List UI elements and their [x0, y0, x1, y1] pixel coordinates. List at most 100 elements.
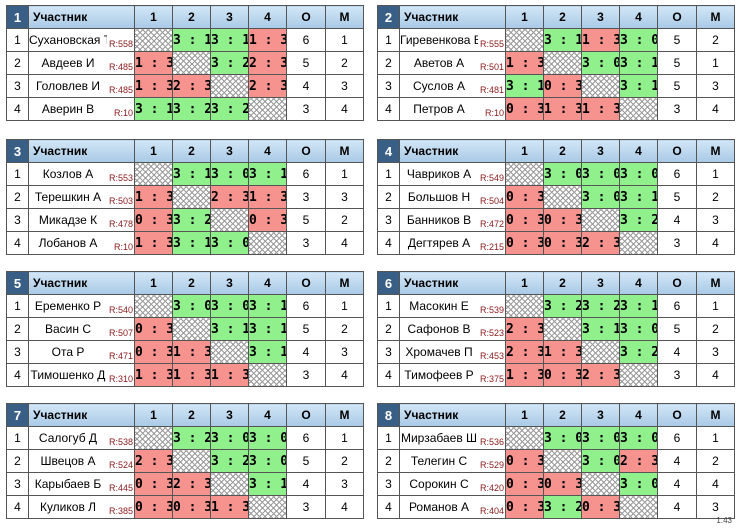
match-score-cell: 1 : 3	[134, 74, 173, 98]
player-cell: Козлов А R:553	[28, 162, 135, 186]
match-score-cell: 1 : 3	[134, 363, 173, 387]
opponent-column-header: 1	[134, 271, 173, 295]
match-score-cell: 3 : 2	[619, 340, 658, 364]
match-score-cell: 0 : 3	[543, 208, 582, 232]
row-number: 1	[6, 28, 29, 52]
player-name: Швецов А	[40, 454, 96, 468]
opponent-column-header: 2	[543, 403, 582, 427]
match-score-cell: 0 : 3	[505, 185, 544, 209]
place-cell: 3	[325, 185, 364, 209]
points-header: О	[286, 403, 326, 427]
match-score-cell: 3 : 0	[210, 426, 249, 450]
self-match-cell	[505, 28, 544, 52]
place-header: М	[325, 403, 364, 427]
match-score-cell: 3 : 0	[210, 162, 249, 186]
player-rating: R:539	[478, 305, 504, 315]
opponent-column-header: 1	[134, 139, 173, 163]
match-score-cell: 3 : 2	[543, 495, 582, 519]
self-match-cell	[134, 426, 173, 450]
row-number: 4	[6, 97, 29, 121]
match-score-cell: 3 : 0	[581, 162, 620, 186]
match-score-cell: 3 : 2	[619, 208, 658, 232]
match-score-cell: 3 : 1	[172, 28, 211, 52]
self-match-cell	[248, 97, 287, 121]
points-cell: 4	[657, 208, 697, 232]
player-rating: R:485	[107, 85, 133, 95]
row-number: 3	[377, 340, 400, 364]
place-cell: 3	[696, 74, 735, 98]
opponent-column-header: 2	[543, 5, 582, 29]
self-match-cell	[619, 97, 658, 121]
player-rating: R:478	[107, 219, 133, 229]
match-score-cell: 2 : 3	[134, 449, 173, 473]
opponent-column-header: 1	[505, 5, 544, 29]
match-score-cell: 3 : 1	[248, 317, 287, 341]
opponent-column-header: 3	[210, 403, 249, 427]
self-match-cell	[134, 28, 173, 52]
player-cell: Телегин С R:529	[399, 449, 506, 473]
row-number: 3	[6, 208, 29, 232]
match-score-cell: 1 : 3	[543, 97, 582, 121]
player-cell: Карыбаев Б R:445	[28, 472, 135, 496]
player-rating: R:10	[112, 108, 133, 118]
points-cell: 3	[657, 363, 697, 387]
points-cell: 4	[286, 472, 326, 496]
opponent-column-header: 2	[172, 139, 211, 163]
row-number: 2	[377, 185, 400, 209]
player-rating: R:558	[107, 39, 133, 49]
points-cell: 3	[286, 363, 326, 387]
row-number: 4	[6, 231, 29, 255]
player-cell: Масокин Е R:539	[399, 294, 506, 318]
match-score-cell: 3 : 2	[210, 97, 249, 121]
opponent-column-header: 4	[248, 271, 287, 295]
points-cell: 5	[657, 317, 697, 341]
player-rating: R:507	[107, 328, 133, 338]
player-rating: R:471	[107, 351, 133, 361]
points-cell: 3	[657, 231, 697, 255]
match-score-cell: 1 : 3	[210, 363, 249, 387]
match-score-cell: 3 : 2	[210, 51, 249, 75]
participant-header: Участник	[399, 139, 506, 163]
match-score-cell: 1 : 3	[134, 185, 173, 209]
match-score-cell: 3 : 1	[210, 28, 249, 52]
points-cell: 5	[286, 51, 326, 75]
player-rating: R:485	[107, 62, 133, 72]
place-cell: 4	[325, 363, 364, 387]
place-cell: 4	[696, 97, 735, 121]
points-cell: 4	[657, 495, 697, 519]
place-cell: 1	[696, 294, 735, 318]
points-header: О	[657, 139, 697, 163]
place-cell: 1	[325, 294, 364, 318]
place-cell: 2	[325, 51, 364, 75]
player-name: Мирзабаев Ш	[400, 431, 478, 445]
place-header: М	[325, 271, 364, 295]
player-rating: R:420	[478, 483, 504, 493]
points-cell: 5	[657, 51, 697, 75]
match-score-cell: 3 : 2	[543, 294, 582, 318]
match-score-cell: 2 : 3	[505, 317, 544, 341]
place-cell: 3	[696, 495, 735, 519]
row-number: 1	[377, 426, 400, 450]
points-cell: 5	[657, 28, 697, 52]
opponent-column-header: 4	[619, 403, 658, 427]
self-match-cell	[543, 449, 582, 473]
opponent-column-header: 3	[581, 139, 620, 163]
self-match-cell	[619, 495, 658, 519]
place-cell: 3	[325, 74, 364, 98]
match-score-cell: 3 : 1	[619, 294, 658, 318]
opponent-column-header: 3	[210, 271, 249, 295]
player-cell: Салогуб Д R:538	[28, 426, 135, 450]
match-score-cell: 0 : 3	[543, 74, 582, 98]
player-rating: R:503	[107, 196, 133, 206]
opponent-column-header: 1	[134, 403, 173, 427]
match-score-cell: 1 : 3	[248, 185, 287, 209]
match-score-cell: 1 : 3	[543, 340, 582, 364]
player-rating: R:472	[478, 219, 504, 229]
place-cell: 4	[696, 363, 735, 387]
match-score-cell: 3 : 2	[210, 449, 249, 473]
